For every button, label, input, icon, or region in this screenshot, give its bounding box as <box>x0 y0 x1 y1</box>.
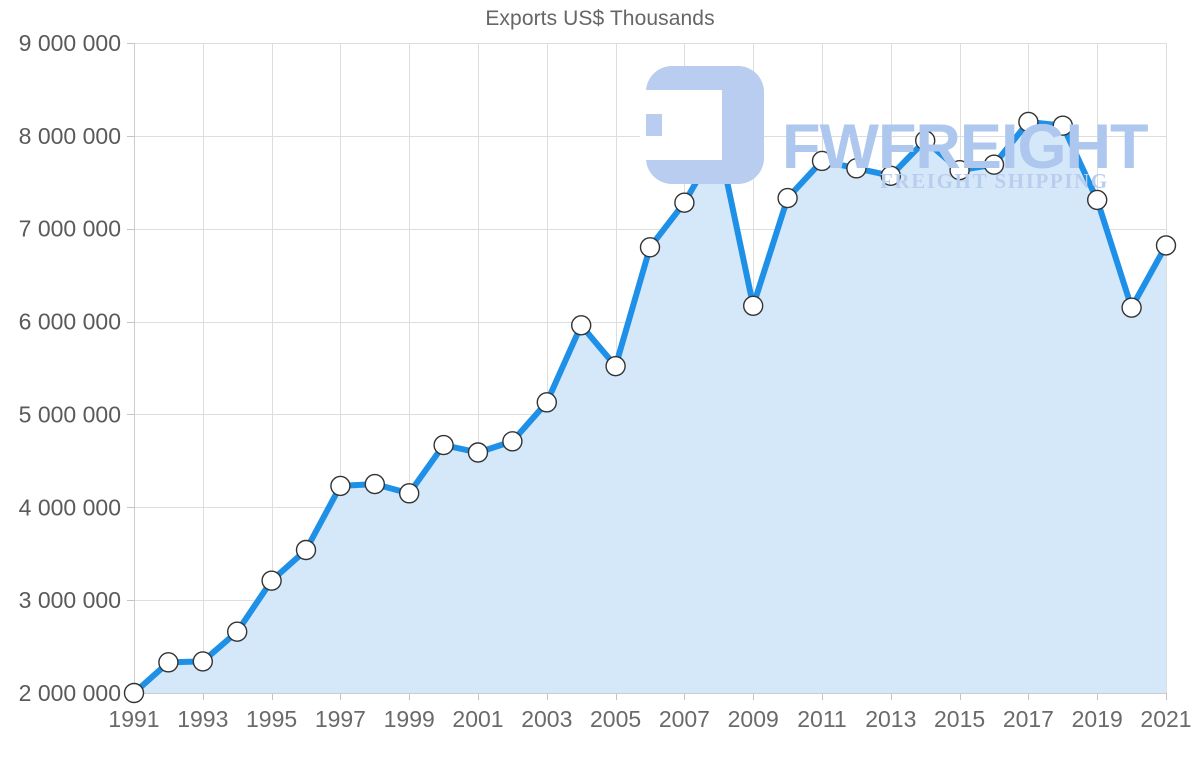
data-point-marker[interactable] <box>605 355 626 377</box>
data-point-marker[interactable] <box>571 315 592 336</box>
x-axis-tick-label: 1995 <box>246 706 297 732</box>
chart-title: Exports US$ Thousands <box>485 7 715 30</box>
data-point-marker[interactable] <box>1121 297 1142 318</box>
data-point-marker[interactable] <box>983 154 1005 175</box>
data-point-marker[interactable] <box>949 160 970 181</box>
x-axis-tick-label: 1997 <box>315 706 366 732</box>
data-point-marker[interactable] <box>433 434 454 456</box>
data-markers-group <box>123 111 1177 704</box>
x-axis-tick-label: 2003 <box>521 706 572 732</box>
data-point-marker[interactable] <box>1052 115 1074 136</box>
data-point-marker[interactable] <box>261 570 282 591</box>
y-axis-tick-label: 5 000 000 <box>19 401 121 427</box>
data-point-marker[interactable] <box>743 295 764 316</box>
data-point-marker[interactable] <box>1086 189 1108 211</box>
x-axis-tick-label: 2017 <box>1003 706 1054 732</box>
x-axis-tick-label: 2011 <box>797 706 846 732</box>
y-axis-tick-label: 3 000 000 <box>19 587 121 613</box>
x-axis-labels-group: 1991 1993 1995 1997 1999 2001 2003 2005 2007 2009… <box>108 706 1191 732</box>
area-fill-group <box>134 121 1166 694</box>
data-point-marker[interactable] <box>158 652 179 673</box>
data-point-marker[interactable] <box>639 237 661 258</box>
x-axis-tick-label: 2007 <box>659 706 710 732</box>
data-point-marker[interactable] <box>467 442 489 463</box>
data-point-marker[interactable] <box>364 473 385 495</box>
series-area-fill <box>134 121 1166 694</box>
data-point-marker[interactable] <box>777 187 798 209</box>
data-point-marker[interactable] <box>811 150 833 172</box>
data-point-marker[interactable] <box>880 165 901 186</box>
data-point-marker[interactable] <box>915 130 936 151</box>
x-axis-tick-label: 1991 <box>108 706 159 732</box>
x-axis-tick-label: 1999 <box>384 706 435 732</box>
y-axis-tick-label: 6 000 000 <box>19 309 121 335</box>
y-axis-tick-label: 9 000 000 <box>19 30 121 56</box>
x-axis-tick-label: 1993 <box>177 706 228 732</box>
data-point-marker[interactable] <box>536 392 557 413</box>
y-axis-tick-label: 8 000 000 <box>19 123 121 149</box>
x-axis-tick-label: 2005 <box>590 706 641 732</box>
data-point-marker[interactable] <box>1018 111 1039 133</box>
x-axis-tick-label: 2001 <box>452 706 503 732</box>
data-point-marker[interactable] <box>123 682 145 704</box>
y-axis-tick-label: 7 000 000 <box>19 216 121 242</box>
data-point-marker[interactable] <box>192 651 214 672</box>
data-point-marker[interactable] <box>708 132 729 153</box>
y-axis-tick-label: 4 000 000 <box>19 494 121 520</box>
y-axis-tick-label: 2 000 000 <box>19 680 121 706</box>
data-point-marker[interactable] <box>674 192 695 213</box>
x-axis-tick-label: 2009 <box>728 706 779 732</box>
x-axis-tick-label: 2021 <box>1140 706 1191 732</box>
data-point-marker[interactable] <box>399 483 420 504</box>
data-point-marker[interactable] <box>226 621 248 642</box>
data-point-marker[interactable] <box>846 158 867 179</box>
x-axis-tick-label: 2013 <box>865 706 916 732</box>
data-point-marker[interactable] <box>1155 235 1177 256</box>
data-point-marker[interactable] <box>295 539 317 561</box>
data-point-marker[interactable] <box>330 475 351 497</box>
y-axis-labels-group: 2 000 000 3 000 000 4 000 000 5 000 000 6 00… <box>19 30 121 706</box>
data-point-marker[interactable] <box>502 431 523 452</box>
x-axis-tick-label: 2015 <box>934 706 985 732</box>
x-axis-tick-label: 2019 <box>1072 706 1123 732</box>
